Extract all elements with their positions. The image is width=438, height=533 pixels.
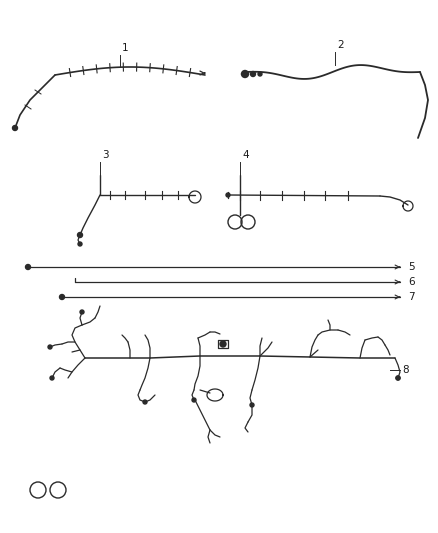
- Circle shape: [250, 403, 254, 407]
- Circle shape: [143, 400, 147, 404]
- Circle shape: [78, 242, 82, 246]
- Text: 6: 6: [408, 277, 415, 287]
- Circle shape: [48, 345, 52, 349]
- Circle shape: [80, 310, 84, 314]
- Text: 7: 7: [408, 292, 415, 302]
- Circle shape: [60, 295, 64, 300]
- Circle shape: [13, 125, 18, 131]
- Circle shape: [226, 193, 230, 197]
- Text: 1: 1: [122, 43, 129, 53]
- Text: 4: 4: [242, 150, 249, 160]
- Text: 8: 8: [402, 365, 409, 375]
- Text: 2: 2: [337, 40, 344, 50]
- Circle shape: [251, 71, 255, 77]
- Circle shape: [241, 70, 248, 77]
- Circle shape: [396, 376, 400, 380]
- Text: 3: 3: [102, 150, 109, 160]
- Text: 5: 5: [408, 262, 415, 272]
- Circle shape: [258, 72, 262, 76]
- Circle shape: [396, 376, 400, 380]
- Circle shape: [220, 341, 226, 347]
- Circle shape: [192, 398, 196, 402]
- Circle shape: [25, 264, 31, 270]
- Circle shape: [78, 232, 82, 238]
- Circle shape: [50, 376, 54, 380]
